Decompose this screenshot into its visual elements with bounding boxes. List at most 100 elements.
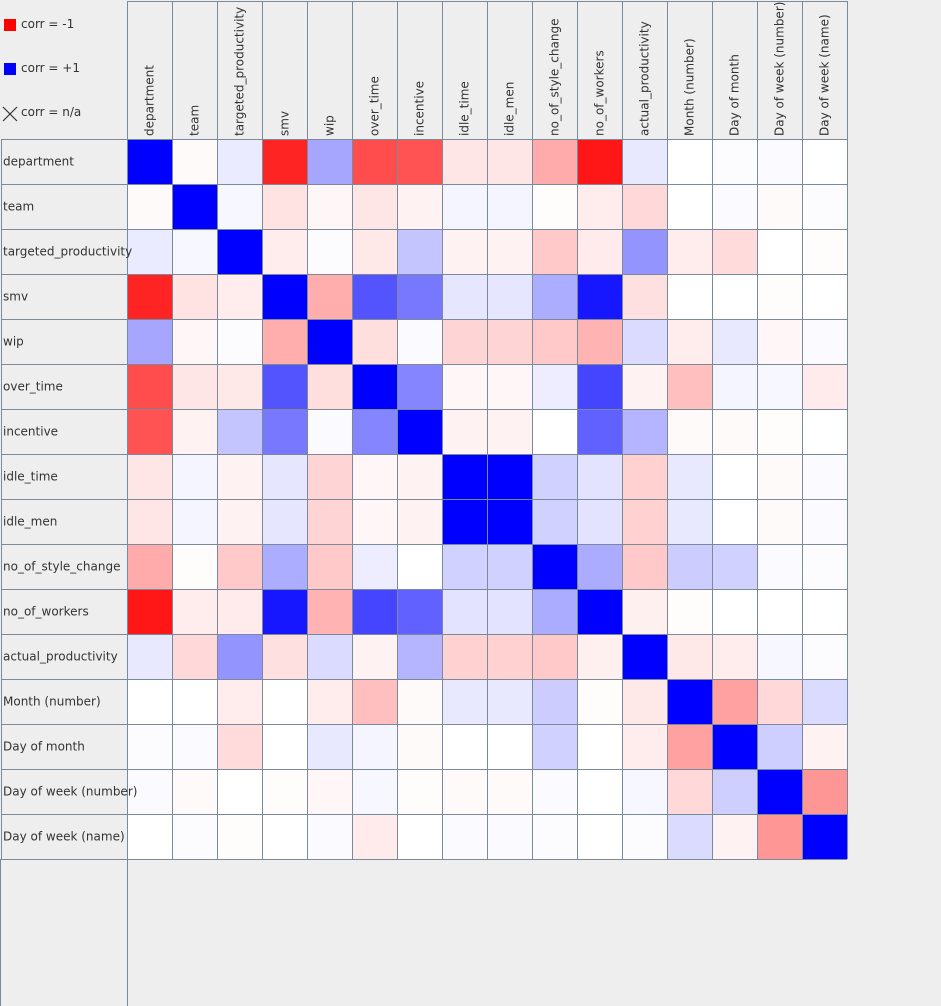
heatmap-cell bbox=[622, 409, 667, 454]
heatmap-cell bbox=[757, 679, 802, 724]
heatmap-cell bbox=[127, 634, 172, 679]
heatmap-cell bbox=[757, 319, 802, 364]
heatmap-cell bbox=[442, 274, 487, 319]
column-label: idle_time bbox=[458, 81, 472, 136]
heatmap-cell bbox=[577, 274, 622, 319]
heatmap-cell bbox=[262, 454, 307, 499]
heatmap-cell bbox=[127, 499, 172, 544]
grid-lines bbox=[0, 1, 848, 1006]
heatmap-cell bbox=[352, 724, 397, 769]
row-label: incentive bbox=[3, 425, 58, 439]
heatmap-cell bbox=[487, 319, 532, 364]
heatmap-cell bbox=[577, 184, 622, 229]
heatmap-cell bbox=[622, 454, 667, 499]
heatmap-cell bbox=[397, 229, 442, 274]
heatmap-cell bbox=[712, 319, 757, 364]
heatmap-cell bbox=[262, 499, 307, 544]
heatmap-cell bbox=[307, 544, 352, 589]
heatmap-cell bbox=[442, 454, 487, 499]
positive-swatch-icon bbox=[4, 63, 16, 75]
heatmap-cell bbox=[307, 499, 352, 544]
heatmap-cell bbox=[217, 679, 262, 724]
heatmap-cell bbox=[262, 229, 307, 274]
column-label: over_time bbox=[368, 76, 382, 136]
row-label: idle_men bbox=[3, 515, 57, 529]
heatmap-cell bbox=[667, 454, 712, 499]
heatmap-cell bbox=[577, 454, 622, 499]
heatmap-cell bbox=[127, 409, 172, 454]
heatmap-cell bbox=[532, 499, 577, 544]
heatmap-cell bbox=[487, 769, 532, 814]
heatmap-cell bbox=[802, 409, 847, 454]
row-label: over_time bbox=[3, 380, 63, 394]
heatmap-cell bbox=[217, 319, 262, 364]
heatmap-cell bbox=[802, 769, 847, 814]
heatmap-cell bbox=[712, 544, 757, 589]
heatmap-cell bbox=[532, 319, 577, 364]
heatmap-cell bbox=[757, 364, 802, 409]
heatmap-cell bbox=[397, 139, 442, 184]
row-label: Month (number) bbox=[3, 695, 101, 709]
heatmap-cell bbox=[172, 634, 217, 679]
heatmap-cell bbox=[532, 634, 577, 679]
heatmap-cell bbox=[532, 184, 577, 229]
heatmap-cell bbox=[262, 679, 307, 724]
heatmap-cell bbox=[622, 544, 667, 589]
heatmap-cell bbox=[622, 274, 667, 319]
heatmap-cell bbox=[442, 724, 487, 769]
heatmap-cell bbox=[532, 229, 577, 274]
heatmap-cell bbox=[532, 274, 577, 319]
heatmap-cell bbox=[667, 139, 712, 184]
heatmap-cell bbox=[577, 499, 622, 544]
heatmap-cell bbox=[802, 229, 847, 274]
column-label: Day of week (number) bbox=[773, 2, 787, 136]
heatmap-cell bbox=[352, 139, 397, 184]
heatmap-cell bbox=[262, 409, 307, 454]
heatmap-cell bbox=[172, 184, 217, 229]
heatmap-cell bbox=[802, 499, 847, 544]
heatmap-cell bbox=[757, 634, 802, 679]
heatmap-cell bbox=[352, 274, 397, 319]
heatmap-cell bbox=[397, 499, 442, 544]
heatmap-cell bbox=[577, 364, 622, 409]
heatmap-cell bbox=[442, 184, 487, 229]
heatmap-cell bbox=[712, 184, 757, 229]
heatmap-cell bbox=[217, 409, 262, 454]
heatmap-cell bbox=[307, 454, 352, 499]
heatmap-cell bbox=[127, 364, 172, 409]
heatmap-cell bbox=[397, 184, 442, 229]
row-label: team bbox=[3, 200, 34, 214]
heatmap-cell bbox=[667, 724, 712, 769]
heatmap-cell bbox=[667, 679, 712, 724]
heatmap-cell bbox=[397, 724, 442, 769]
heatmap-cell bbox=[307, 814, 352, 859]
heatmap-cell bbox=[262, 724, 307, 769]
heatmap-cell bbox=[307, 364, 352, 409]
heatmap-cell bbox=[577, 634, 622, 679]
heatmap-cell bbox=[217, 769, 262, 814]
heatmap-cell bbox=[307, 769, 352, 814]
heatmap-cell bbox=[397, 274, 442, 319]
column-header-band bbox=[127, 1, 847, 139]
heatmap-cell bbox=[352, 454, 397, 499]
heatmap-cell bbox=[352, 634, 397, 679]
heatmap-cell bbox=[397, 589, 442, 634]
heatmap-cell bbox=[667, 589, 712, 634]
heatmap-cell bbox=[217, 634, 262, 679]
heatmap-cell bbox=[712, 769, 757, 814]
heatmap-cell bbox=[802, 679, 847, 724]
heatmap-cell bbox=[577, 589, 622, 634]
column-label: Month (number) bbox=[683, 38, 697, 136]
heatmap-cell bbox=[442, 544, 487, 589]
heatmap-cell bbox=[262, 589, 307, 634]
heatmap-cell bbox=[622, 139, 667, 184]
heatmap-cell bbox=[757, 184, 802, 229]
heatmap-cell bbox=[667, 814, 712, 859]
heatmap-cell bbox=[487, 229, 532, 274]
heatmap-cell bbox=[442, 499, 487, 544]
heatmap-cell bbox=[532, 454, 577, 499]
heatmap-cell bbox=[532, 139, 577, 184]
heatmap-cell bbox=[712, 589, 757, 634]
heatmap-cell bbox=[487, 139, 532, 184]
